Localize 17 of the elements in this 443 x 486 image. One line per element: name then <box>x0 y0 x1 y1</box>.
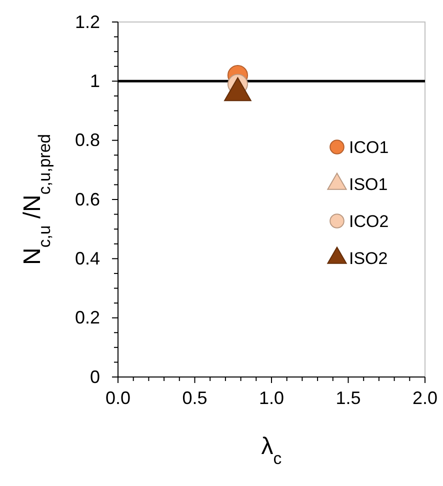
y-tick-label: 0 <box>90 366 100 387</box>
x-tick-label: 0.0 <box>105 388 131 408</box>
y-tick-label: 0.8 <box>74 130 100 150</box>
x-tick-label: 2.0 <box>412 388 438 408</box>
x-axis-title: λ$_{c}$ <box>261 433 282 468</box>
y-tick-label: 1 <box>90 70 100 91</box>
x-tick-label: 0.5 <box>182 388 208 408</box>
y-tick-label: 1.2 <box>74 12 100 32</box>
x-tick-label: 1.5 <box>336 388 361 408</box>
y-tick-label: 0.6 <box>74 189 100 210</box>
y-tick-label: 0.4 <box>74 248 100 268</box>
legend-label: ISO1 <box>349 175 388 194</box>
legend-label: ISO2 <box>349 249 388 268</box>
y-tick-label: 0.2 <box>74 308 100 328</box>
legend-label: ICO1 <box>349 138 389 157</box>
legend-label: ICO2 <box>349 212 389 231</box>
x-tick-label: 1.0 <box>258 388 284 408</box>
